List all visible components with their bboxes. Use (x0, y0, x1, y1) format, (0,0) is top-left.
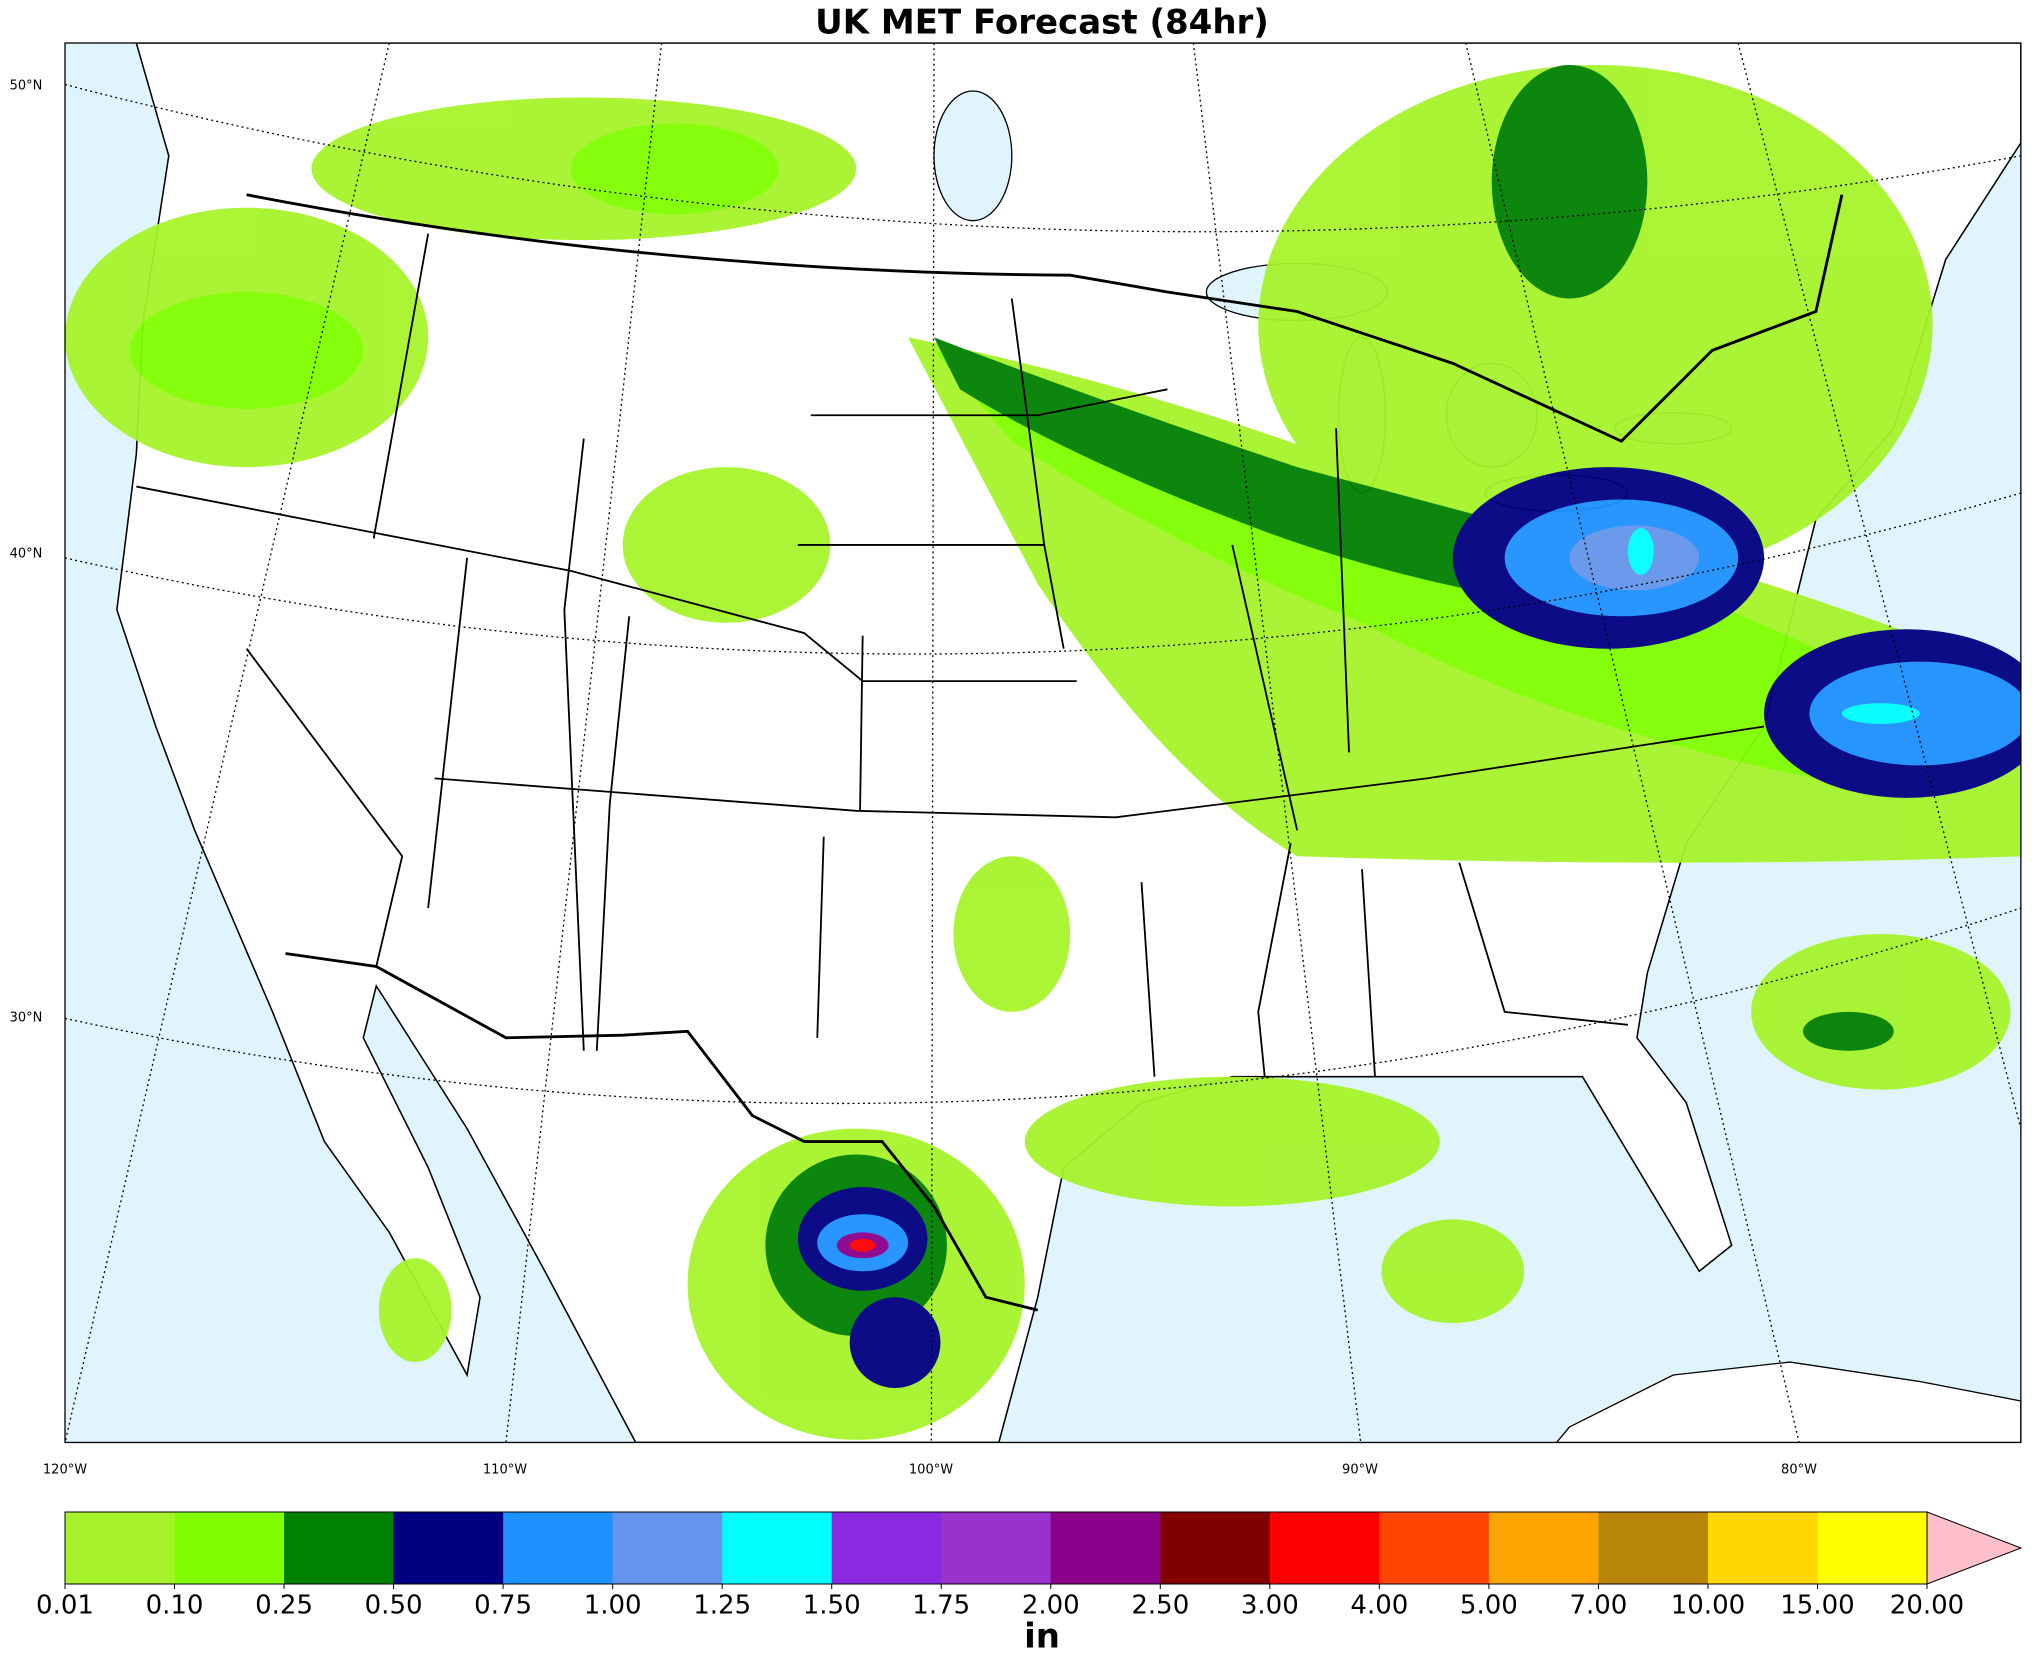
colorbar-box (831, 1512, 942, 1584)
lat-label: 30°N (10, 1011, 43, 1026)
colorbar-tick-label: 7.00 (1569, 1591, 1627, 1621)
map (64, 42, 2022, 1444)
lat-label: 50°N (10, 79, 43, 94)
colorbar-tick-label: 4.00 (1350, 1591, 1408, 1621)
lat-label: 40°N (10, 547, 43, 562)
colorbar-box (1050, 1512, 1161, 1584)
precip (65, 65, 2021, 1440)
colorbar-tick-label: 0.50 (365, 1591, 423, 1621)
colorbar-box (65, 1512, 176, 1584)
colorbar-box (1817, 1512, 1928, 1584)
colorbar-tick-label: 10.00 (1671, 1591, 1745, 1621)
cuba (1555, 1361, 2021, 1443)
lon-label: 110°W (483, 1463, 527, 1478)
colorbar-tick-label: 0.25 (255, 1591, 313, 1621)
graticule (64, 42, 2021, 1443)
colorbar-box (174, 1512, 285, 1584)
state-lines (136, 233, 1765, 1077)
map-frame (64, 42, 2022, 1444)
lon-label: 80°W (1781, 1463, 1817, 1478)
colorbar-box (503, 1512, 614, 1584)
colorbar-box (1160, 1512, 1271, 1584)
colorbar-tick-label: 3.00 (1241, 1591, 1299, 1621)
colorbar-box (941, 1512, 1052, 1584)
lon-label: 120°W (43, 1463, 87, 1478)
title: UK MET Forecast (84hr) (815, 3, 1269, 43)
colorbar-tick-label: 15.00 (1780, 1591, 1854, 1621)
colorbar-tick-label: 0.10 (146, 1591, 204, 1621)
colorbar-tick-label: 2.00 (1022, 1591, 1080, 1621)
colorbar-box (284, 1512, 395, 1584)
colorbar-tick-label: 20.00 (1890, 1591, 1964, 1621)
colorbar-box (393, 1512, 504, 1584)
colorbar-tick-label: 1.00 (584, 1591, 642, 1621)
borders (246, 193, 1844, 1312)
lon-label: 100°W (909, 1463, 953, 1478)
lake (933, 90, 1013, 222)
colorbar: 0.01 0.10 0.25 0.50 0.75 1.00 1.25 1.50 1.75 2.00… (36, 1511, 2023, 1621)
colorbar-tick-label: 1.50 (803, 1591, 861, 1621)
colorbar-box (1269, 1512, 1380, 1584)
colorbar-tick-label: 0.75 (474, 1591, 532, 1621)
colorbar-box (1707, 1512, 1818, 1584)
colorbar-tick-label: 1.25 (693, 1591, 751, 1621)
colorbar-tick-label: 0.01 (36, 1591, 94, 1621)
colorbar-box (1488, 1512, 1599, 1584)
colorbar-tick-label: 2.50 (1131, 1591, 1189, 1621)
colorbar-label: in (1024, 1617, 1060, 1657)
colorbar-frame (64, 1511, 1928, 1585)
colorbar-tick-label: 5.00 (1460, 1591, 1518, 1621)
colorbar-box (1598, 1512, 1709, 1584)
lon-label: 90°W (1342, 1463, 1378, 1478)
colorbar-tick-label: 1.75 (912, 1591, 970, 1621)
colorbar-extend (1926, 1511, 2023, 1585)
colorbar-box (1379, 1512, 1490, 1584)
colorbar-box (612, 1512, 723, 1584)
colorbar-box (722, 1512, 833, 1584)
